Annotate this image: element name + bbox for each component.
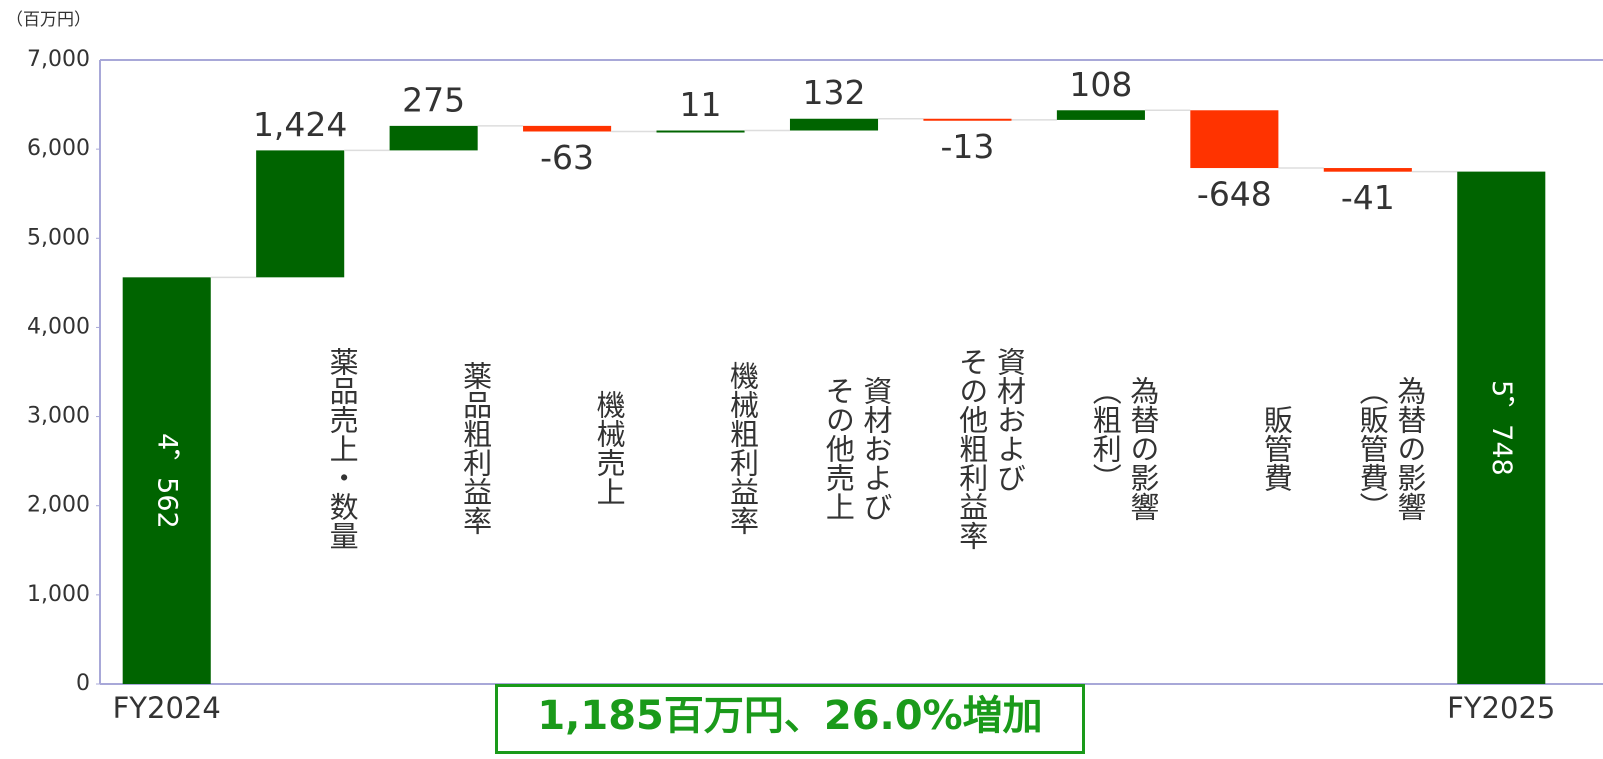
category-label: 薬品売上・数量 [325, 346, 360, 550]
bar [1190, 110, 1279, 169]
bar [923, 118, 1012, 121]
y-tick-label: 7,000 [27, 47, 90, 72]
x-tick-label: FY2025 [1447, 691, 1556, 725]
value-label: -41 [1341, 178, 1395, 217]
category-label: 販管費 [1259, 404, 1294, 492]
annotation-box: 1,185百万円、26.0%増加 [495, 684, 1085, 754]
unit-label: （百万円） [6, 10, 91, 30]
y-tick-label: 5,000 [27, 225, 90, 250]
bar [389, 125, 478, 151]
bar [1323, 168, 1412, 172]
bar [789, 118, 879, 131]
x-tick-label: FY2024 [112, 691, 221, 725]
category-label: 為替の影響 （販管費） [1355, 375, 1427, 521]
bar [1457, 171, 1546, 684]
value-label: 1,424 [253, 105, 347, 144]
total-label: 5，748 [1486, 379, 1518, 476]
value-label: 275 [402, 80, 465, 119]
bar [256, 150, 345, 278]
category-label: 機械粗利益率 [725, 361, 760, 535]
bar [122, 277, 211, 684]
total-label: 4，562 [151, 432, 183, 529]
y-tick-label: 4,000 [27, 314, 90, 339]
value-label: 108 [1069, 65, 1132, 104]
y-tick-label: 6,000 [27, 136, 90, 161]
value-label: -648 [1197, 175, 1272, 214]
value-label: 132 [803, 73, 866, 112]
value-label: 11 [680, 85, 722, 124]
value-label: -63 [540, 138, 594, 177]
y-tick-label: 3,000 [27, 404, 90, 429]
category-label: 資材および その他粗利益率 [954, 346, 1027, 550]
y-tick-label: 2,000 [27, 493, 90, 518]
category-label: 機械売上 [592, 390, 627, 506]
bar [523, 125, 612, 132]
y-tick-label: 1,000 [27, 582, 90, 607]
category-label: 薬品粗利益率 [458, 361, 493, 535]
value-label: -13 [941, 127, 995, 166]
y-tick-label: 0 [76, 671, 90, 696]
category-label: 為替の影響 （粗利） [1088, 375, 1160, 521]
bar [656, 130, 745, 133]
bar [1056, 110, 1145, 120]
category-label: 資材および その他売上 [821, 375, 893, 521]
